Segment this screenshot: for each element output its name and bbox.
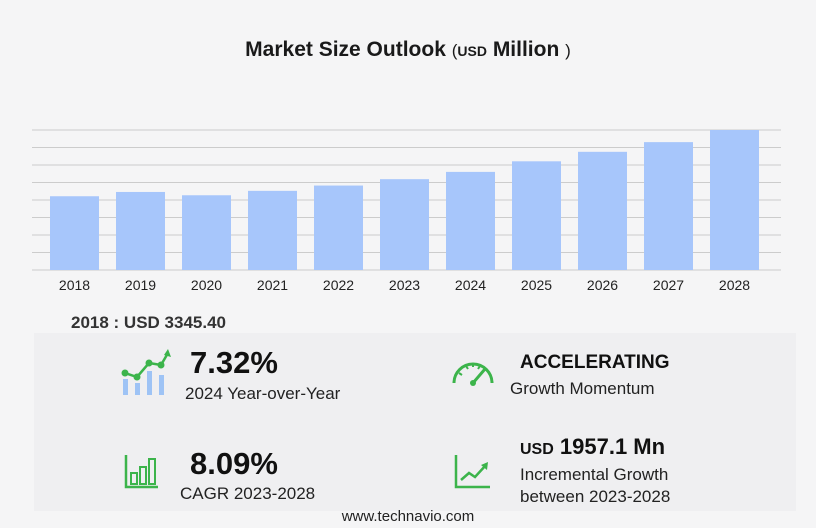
x-tick-labels: 2018 2019 2020 2021 2022 2023 2024 2025 2026 2027… — [59, 277, 750, 293]
bar-2019 — [116, 191, 165, 270]
x-tick-label: 2019 — [125, 277, 156, 293]
incremental-unit: USD — [520, 441, 554, 458]
title-unit-word: Million — [492, 38, 560, 61]
cagr-label: CAGR 2023-2028 — [180, 484, 316, 503]
momentum-value: ACCELERATING — [520, 352, 670, 373]
footer-url: www.technavio.com — [341, 508, 475, 525]
bar-2027 — [644, 142, 693, 270]
bar-2021 — [248, 190, 297, 270]
x-tick-label: 2022 — [323, 277, 354, 293]
title-unit-close: ) — [565, 41, 571, 60]
bar-2022 — [314, 185, 363, 270]
title-unit-open: ( — [451, 41, 458, 60]
yoy-value: 7.32% — [190, 345, 278, 380]
incremental-value: 1957.1 Mn — [559, 434, 666, 459]
x-tick-label: 2025 — [521, 277, 552, 293]
bars — [50, 130, 759, 270]
bar-2028 — [710, 130, 759, 270]
incremental-label-1: Incremental Growth — [520, 465, 669, 484]
chart-title: Market Size Outlook (USD Million ) — [0, 38, 816, 62]
x-tick-label: 2027 — [653, 277, 684, 293]
growth-dots-icon — [121, 349, 171, 395]
bar-chart-icon — [124, 455, 158, 489]
incremental-value-line: USD 1957.1 Mn — [520, 434, 665, 460]
title-text: Market Size Outlook — [245, 38, 446, 61]
bar-2020 — [182, 195, 231, 270]
yoy-label: 2024 Year-over-Year — [185, 384, 341, 403]
x-tick-label: 2028 — [719, 277, 750, 293]
x-tick-label: 2021 — [257, 277, 288, 293]
incremental-label-2: between 2023-2028 — [520, 487, 671, 506]
x-tick-label: 2018 — [59, 277, 90, 293]
cagr-value: 8.09% — [190, 446, 278, 481]
bar-2026 — [578, 151, 627, 270]
bar-2024 — [446, 171, 495, 270]
bar-2025 — [512, 161, 561, 270]
bar-2023 — [380, 179, 429, 270]
trend-up-icon — [454, 455, 490, 489]
x-tick-label: 2026 — [587, 277, 618, 293]
x-tick-label: 2023 — [389, 277, 420, 293]
momentum-label: Growth Momentum — [510, 379, 655, 398]
x-tick-label: 2020 — [191, 277, 222, 293]
kpi-panel: 7.32% 2024 Year-over-Year ACCELERATING G… — [34, 333, 796, 511]
bar-chart: 2018 2019 2020 2021 2022 2023 2024 2025 2026 2027… — [32, 129, 781, 293]
base-year-label: 2018 : USD 3345.40 — [71, 313, 226, 332]
title-unit: USD — [457, 43, 487, 59]
bar-2018 — [50, 196, 99, 270]
x-tick-label: 2024 — [455, 277, 486, 293]
speedometer-icon — [452, 362, 494, 386]
